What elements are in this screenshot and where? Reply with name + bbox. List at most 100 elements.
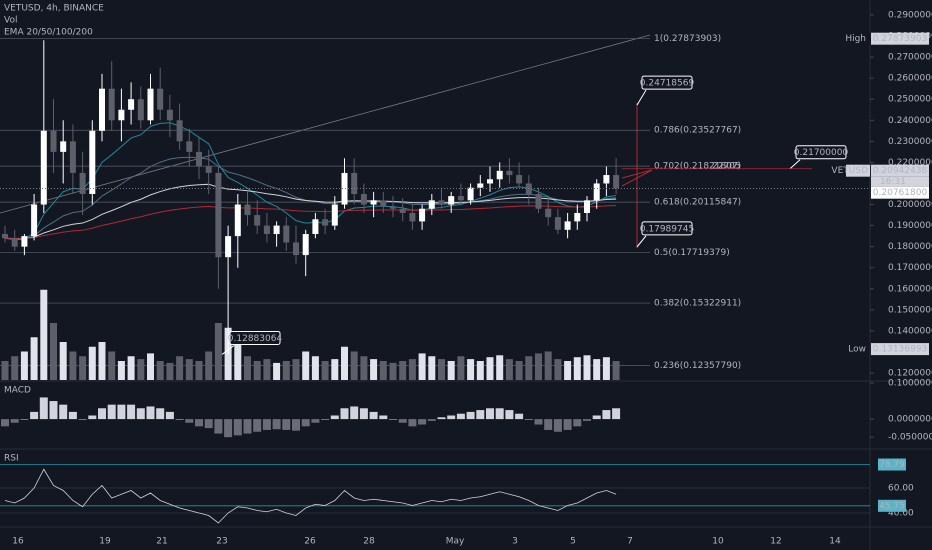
candle-body [351, 172, 358, 195]
macd-bar [195, 419, 203, 427]
macd-bar [136, 408, 145, 420]
volume-bar [88, 346, 96, 380]
volume-bar [602, 357, 610, 380]
volume-bar [457, 356, 465, 380]
macd-bar [321, 419, 330, 420]
volume-bar [593, 359, 601, 380]
volume-bar [350, 351, 358, 380]
layer: 0.290000000.280000000.270000000.26000000… [0, 10, 932, 547]
countdown: 16:31 [880, 177, 906, 187]
volume-bar [147, 353, 154, 380]
callout-box [229, 330, 281, 345]
symbol-name-box [846, 164, 870, 177]
macd-bar [127, 404, 136, 420]
macd-bar [515, 413, 524, 420]
candle-body [108, 88, 115, 121]
candle-body [186, 141, 193, 152]
volume-bar [525, 356, 533, 380]
volume-bar [30, 337, 38, 380]
y-tick-label: 0.19000000 [888, 221, 932, 231]
macd-bar [573, 419, 582, 427]
candle-body [584, 200, 590, 213]
macd-bar [602, 410, 611, 420]
x-tick-label: 23 [216, 537, 227, 547]
candle-body [21, 236, 28, 247]
candle-body [457, 196, 464, 201]
macd-bar [49, 401, 58, 420]
countdown-box [871, 176, 929, 187]
candle-body [293, 242, 299, 256]
y-tick-label: 0.29000000 [888, 10, 932, 20]
volume-bar [389, 362, 397, 380]
y-tick-label: 0.15000000 [888, 305, 932, 315]
volume-bar [467, 359, 475, 380]
callout-label: 0.24718569 [640, 79, 695, 89]
macd-bar [476, 410, 485, 420]
macd-tick-label: 0.00000000 [888, 415, 932, 425]
volume-bar [573, 357, 581, 380]
macd-bar [447, 415, 456, 420]
volume-bar [166, 362, 174, 380]
volume-bar [253, 361, 261, 380]
macd-bar [39, 397, 48, 420]
macd-bar [68, 411, 77, 420]
counter: 22705 [712, 162, 741, 172]
candle-body [99, 88, 105, 131]
macd-bar [437, 417, 446, 420]
rsi-marker-box [878, 458, 906, 471]
high-name-box [860, 32, 872, 45]
volume-bar [108, 351, 116, 380]
x-tick-label: 16 [12, 537, 24, 547]
macd-bar [495, 408, 504, 420]
macd-tick-label: 0.10000000 [888, 379, 932, 389]
fib-label: 0.702(0.21821807) [654, 162, 741, 172]
rsi-line [4, 468, 617, 524]
macd-bar [214, 419, 223, 434]
high-price-label: 0.27873903 [873, 34, 927, 44]
volume-bar [20, 351, 28, 380]
candle-body [448, 196, 455, 205]
callout-box [795, 145, 847, 160]
macd-bar [1, 419, 9, 427]
macd-title: MACD [4, 386, 31, 396]
candle-body [147, 88, 154, 121]
macd-bar [107, 404, 116, 420]
volume-bar [544, 351, 552, 380]
y-tick-label: 0.27000000 [888, 53, 932, 63]
macd-bar [466, 411, 475, 420]
candle-body [331, 204, 338, 226]
x-tick-label: 10 [712, 537, 724, 547]
macd-bar [330, 415, 339, 420]
candle-body [564, 221, 571, 230]
candle-body [254, 215, 261, 226]
candle-body [516, 175, 523, 184]
volume-bar [282, 361, 290, 380]
candle-body [302, 234, 309, 256]
volume-bar [205, 351, 213, 380]
candle-body [341, 172, 348, 205]
volume-bar [98, 342, 106, 380]
volume-bar [195, 361, 203, 380]
candle-body [40, 130, 47, 205]
macd-bar [544, 419, 553, 430]
close-price-label: 0.20761800 [873, 188, 928, 198]
candle-body [273, 225, 280, 235]
macd-tick-label: -0.05000000 [888, 433, 932, 443]
macd-bar [486, 408, 494, 420]
candle-body [322, 219, 329, 226]
close-price-box [871, 186, 929, 199]
macd-bar [59, 404, 68, 420]
macd-bar [563, 419, 572, 430]
ema-line [4, 183, 617, 240]
trend-line [0, 34, 651, 214]
rsi-tick-label: 60.00 [888, 484, 914, 494]
candle-body [263, 225, 270, 235]
high-price-box [871, 32, 929, 45]
volume-bar [360, 356, 368, 380]
macd-bar [146, 406, 155, 420]
candle-body [31, 204, 38, 237]
callout-box [641, 75, 693, 90]
candle-body [283, 225, 290, 243]
candle-body [613, 175, 620, 189]
